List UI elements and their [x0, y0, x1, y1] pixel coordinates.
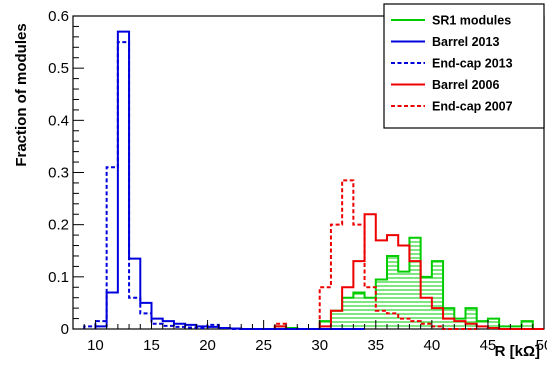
series-barrel-2006	[273, 213, 544, 330]
y-tick-label: 0.1	[48, 269, 69, 286]
legend-entries: SR1 modules Barrel 2013 End-cap 2013 Barrel…	[391, 14, 513, 114]
legend-label: Barrel 2013	[432, 35, 499, 49]
y-tick-label: 0.3	[48, 165, 69, 182]
legend: SR1 modules Barrel 2013 End-cap 2013 Barrel…	[383, 3, 545, 129]
x-tick-label: 25	[255, 337, 272, 354]
y-tick-label: 0.4	[48, 112, 69, 129]
x-tick-label: 50	[536, 337, 547, 354]
x-tick-label: 35	[367, 337, 384, 354]
series-line	[273, 213, 544, 330]
legend-box	[383, 3, 545, 129]
x-tick-label: 40	[424, 337, 441, 354]
x-axis-title: R [kΩ]	[495, 343, 540, 360]
legend-entry-end-cap-2013: End-cap 2013	[391, 57, 513, 71]
y-tick-label: 0.2	[48, 217, 69, 234]
plot-area: 10 15 20 25 30 35 40 45 50 0 0.1 0.2 0.3 0.4 0.5 0.6	[48, 8, 547, 354]
ticks-layer: 10 15 20 25 30 35 40 45 50 0 0.1 0.2 0.3 0.4 0.5 0.6	[48, 8, 547, 354]
legend-label: End-cap 2007	[432, 100, 513, 114]
y-tick-label: 0	[61, 321, 69, 338]
series-barrel-2013	[94, 30, 365, 330]
series-end-cap-2013	[83, 41, 287, 330]
legend-entry-end-cap-2007: End-cap 2007	[391, 100, 513, 114]
x-tick-label: 45	[480, 337, 497, 354]
series-line	[83, 41, 287, 330]
series-line	[273, 179, 477, 330]
legend-entry-barrel-2006: Barrel 2006	[391, 78, 499, 92]
x-tick-label: 15	[143, 337, 160, 354]
series-line	[94, 30, 365, 330]
y-tick-label: 0.5	[48, 60, 69, 77]
y-tick-label: 0.6	[48, 8, 69, 25]
x-tick-label: 10	[87, 337, 104, 354]
legend-label: SR1 modules	[432, 14, 511, 28]
y-axis-title: Fraction of modules	[13, 23, 30, 166]
legend-label: Barrel 2006	[432, 78, 499, 92]
legend-label: End-cap 2013	[432, 57, 513, 71]
legend-entry-sr1-modules: SR1 modules	[391, 14, 511, 28]
x-tick-label: 20	[199, 337, 216, 354]
legend-entry-barrel-2013: Barrel 2013	[391, 35, 499, 49]
x-tick-label: 30	[311, 337, 328, 354]
series-end-cap-2007	[273, 179, 477, 330]
